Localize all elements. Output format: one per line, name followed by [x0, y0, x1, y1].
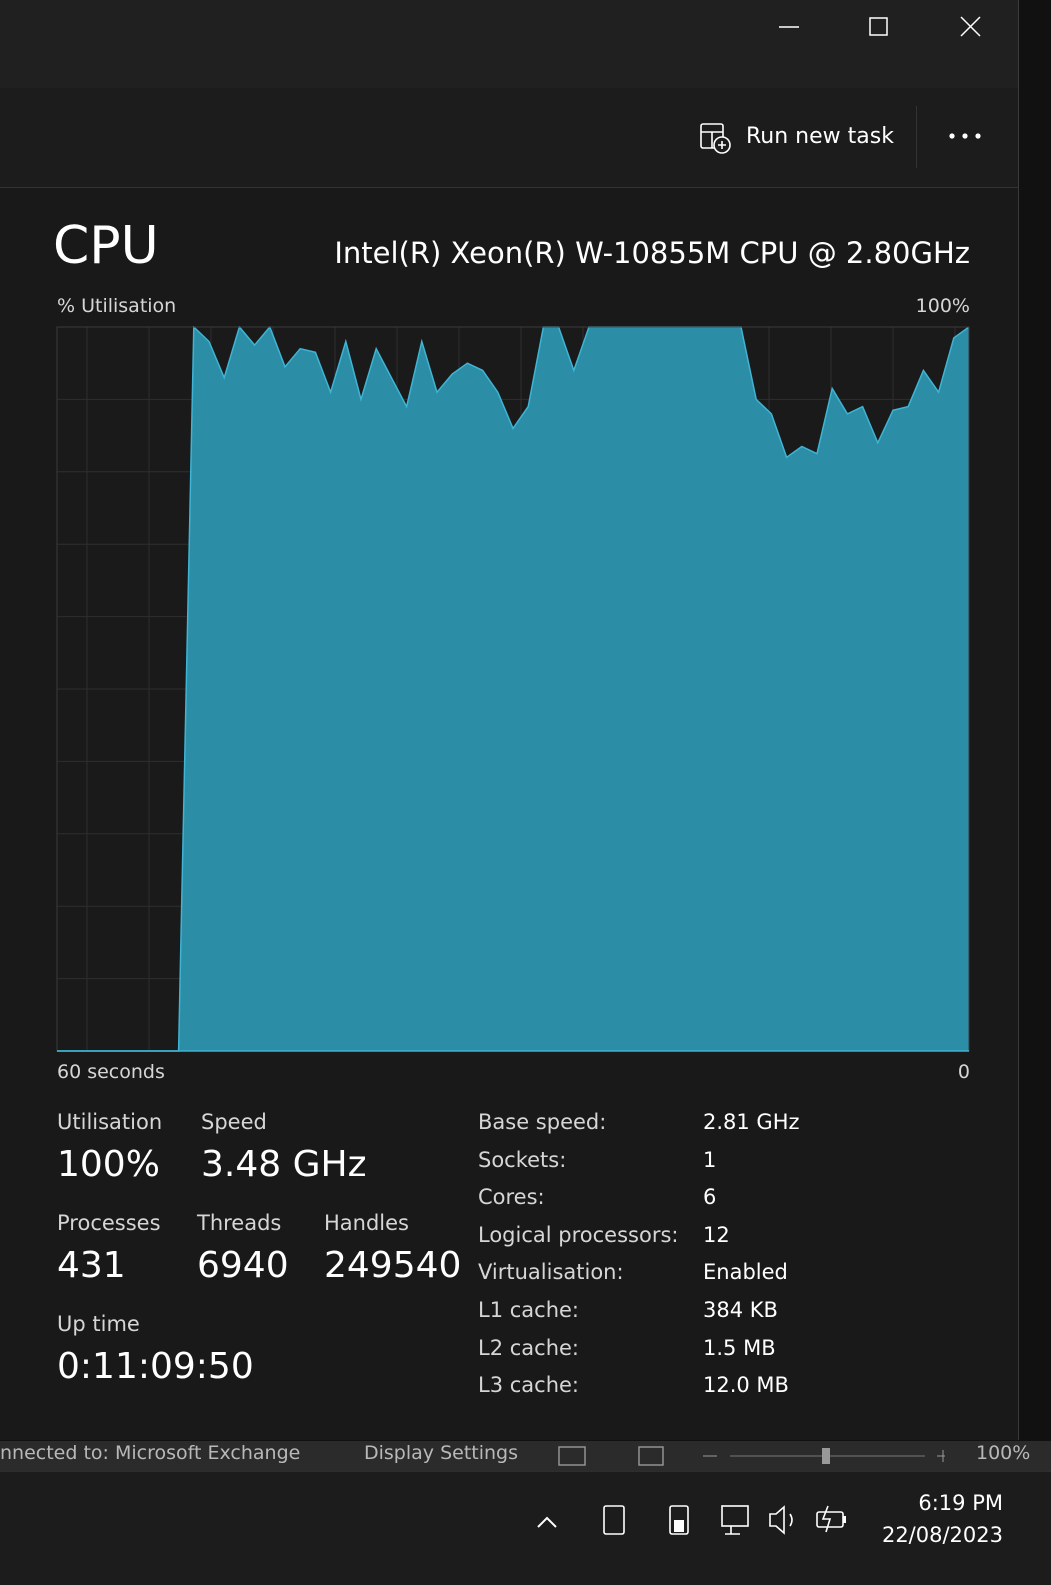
detail-label: Logical processors: — [478, 1222, 679, 1247]
stat-label: Processes — [57, 1211, 161, 1235]
detail-label: L1 cache: — [478, 1298, 580, 1322]
detail-value: 12.0 MB — [703, 1373, 789, 1398]
tray-icons — [537, 1505, 846, 1535]
cpu-graph — [56, 326, 970, 1052]
task-manager-window: Run new task CPU Intel(R) Xeon(R) W-1085… — [0, 0, 1019, 1440]
y-max-label: 100% — [915, 295, 970, 317]
detail-value: 2.81 GHz — [703, 1110, 800, 1134]
stat-value: 0:11:09:50 — [57, 1346, 254, 1387]
stat-label: Handles — [324, 1211, 409, 1235]
x-start-label: 60 seconds — [57, 1061, 165, 1083]
connection-status: nnected to: Microsoft Exchange — [0, 1442, 301, 1464]
detail-value: 1 — [703, 1147, 717, 1172]
display-settings[interactable]: Display Settings — [364, 1442, 519, 1464]
detail-value: 12 — [703, 1222, 730, 1247]
run-new-task[interactable]: Run new task — [746, 124, 894, 149]
detail-value: 6 — [703, 1185, 717, 1210]
utilisation-line — [57, 326, 970, 1052]
stat-value: 100% — [57, 1144, 160, 1185]
toolbar: Run new task — [0, 88, 1018, 188]
detail-value: 384 KB — [703, 1298, 778, 1322]
title-bar — [0, 0, 1018, 88]
clock-time[interactable]: 6:19 PM — [918, 1491, 1003, 1515]
detail-label: Sockets: — [478, 1147, 567, 1172]
stat-value: 6940 — [197, 1245, 289, 1286]
detail-label: Virtualisation: — [478, 1260, 624, 1285]
detail-label: Cores: — [478, 1185, 545, 1210]
detail-value: 1.5 MB — [703, 1335, 776, 1360]
close-button[interactable] — [960, 16, 981, 37]
stat-value: 431 — [57, 1245, 126, 1286]
separator — [916, 106, 917, 168]
show-hidden-icons[interactable] — [537, 1516, 557, 1528]
detail-label: Base speed: — [478, 1110, 607, 1134]
detail-value: Enabled — [703, 1260, 788, 1285]
maximize-button[interactable] — [869, 17, 888, 36]
taskbar: 6:19 PM 22/08/2023 — [0, 1471, 1051, 1585]
stat-value: 249540 — [324, 1245, 462, 1286]
volume-icon[interactable] — [769, 1505, 793, 1535]
x-end-label: 0 — [957, 1061, 970, 1083]
detail-label: L2 cache: — [478, 1335, 580, 1360]
stat-label: Threads — [197, 1211, 282, 1235]
status-bar: nnected to: Microsoft Exchange Display S… — [0, 1441, 1051, 1471]
ram-tray-icon[interactable] — [669, 1505, 689, 1535]
processor-name: Intel(R) Xeon(R) W-10855M CPU @ 2.80GHz — [334, 236, 970, 270]
status-icons — [558, 1446, 945, 1466]
stat-label: Utilisation — [57, 1110, 163, 1134]
utilisation-area — [57, 327, 969, 1051]
y-axis-label: % Utilisation — [57, 295, 177, 317]
stat-label: Speed — [201, 1110, 267, 1134]
network-icon[interactable] — [721, 1505, 749, 1527]
run-task-icon — [700, 123, 731, 154]
more-button[interactable] — [946, 128, 986, 144]
detail-label: L3 cache: — [478, 1373, 580, 1398]
stat-label: Up time — [57, 1312, 140, 1336]
clock-date[interactable]: 22/08/2023 — [881, 1523, 1003, 1547]
zoom-level: 100% — [976, 1442, 1031, 1464]
window-controls — [779, 16, 981, 37]
page-title: CPU — [53, 216, 159, 276]
stat-value: 3.48 GHz — [201, 1144, 367, 1185]
cpu-tray-icon[interactable] — [603, 1505, 625, 1535]
